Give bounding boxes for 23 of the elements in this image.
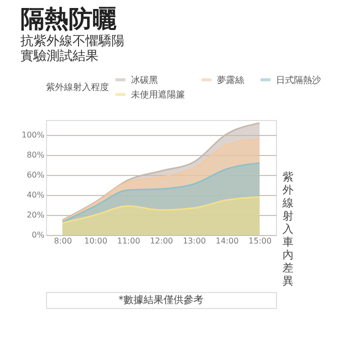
text: 抗紫外線不懼驕陽 — [20, 34, 125, 49]
x-tick-label: 11:00 — [117, 236, 140, 246]
x-tick-label: 14:00 — [216, 236, 239, 246]
x-tick-label: 8:00 — [54, 236, 72, 246]
legend-title: 紫外線射入程度 — [46, 82, 109, 93]
y-tick-label: 0% — [32, 230, 45, 240]
y-tick-label: 60% — [26, 170, 45, 180]
y-tick-label: 80% — [26, 150, 45, 160]
legend-label: 冰碳黑 — [131, 74, 158, 86]
y-tick-label: 20% — [26, 210, 45, 220]
y-tick-label: 100% — [22, 130, 45, 140]
chart-title: 隔熱防曬 — [20, 5, 117, 33]
x-tick-label: 15:00 — [248, 236, 272, 246]
text: *數據結果僅供參考 — [118, 294, 204, 306]
text: 實驗測試結果 — [20, 49, 99, 64]
legend-label: 夢露絲 — [217, 74, 244, 86]
legend-label: 未使用遮陽簾 — [131, 90, 185, 100]
x-tick-label: 10:00 — [84, 236, 108, 246]
legend-label: 日式隔熱沙 — [276, 74, 321, 86]
y-tick-label: 40% — [26, 190, 45, 200]
text: 紫外線射入車內差異 — [282, 170, 294, 288]
x-tick-label: 13:00 — [182, 236, 206, 246]
x-tick-label: 12:00 — [150, 236, 174, 246]
